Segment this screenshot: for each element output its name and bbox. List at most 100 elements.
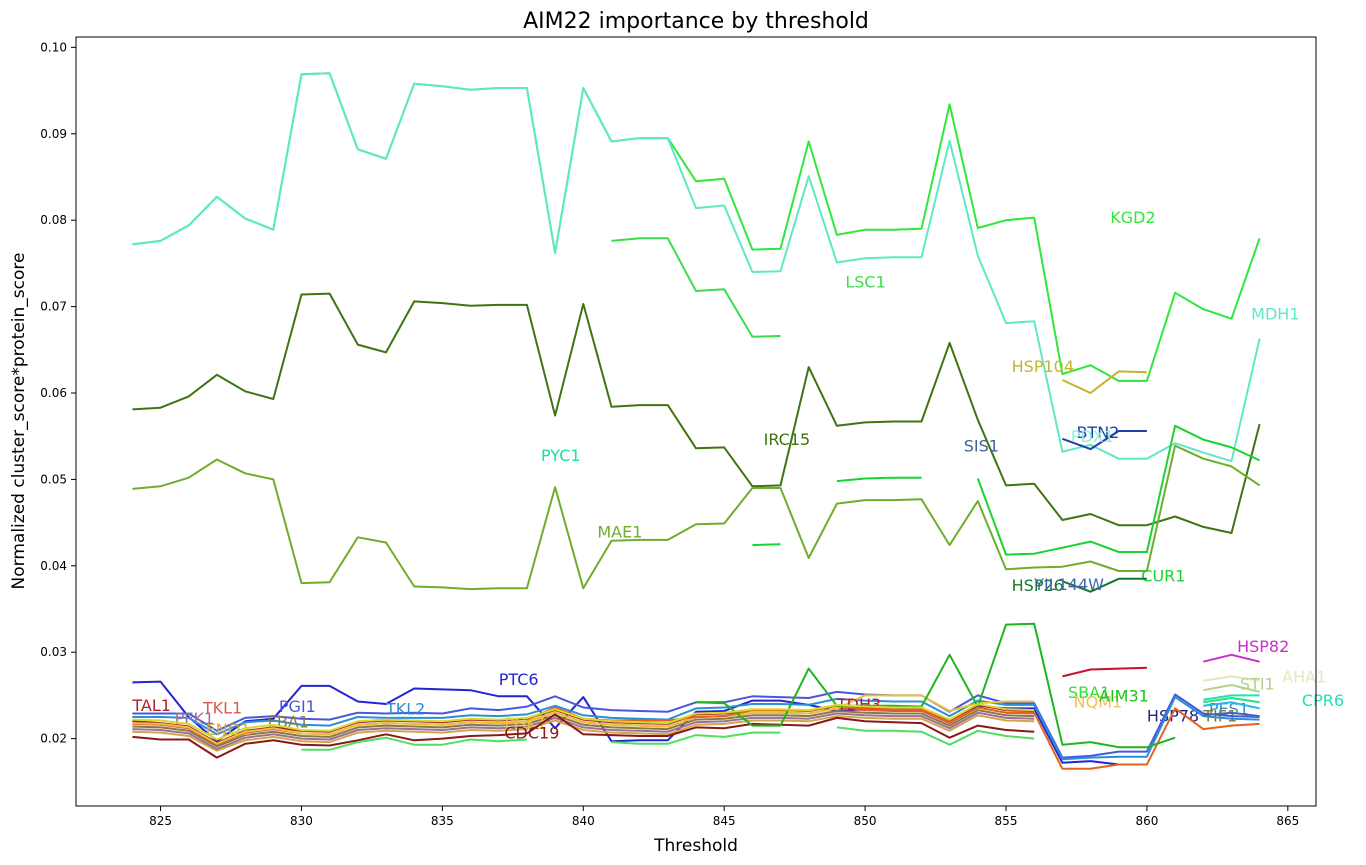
series-label: PFK1	[175, 709, 215, 728]
series-mdh1: MDH1	[132, 72, 1300, 463]
series-line	[132, 711, 1035, 750]
series-hsp82: HSP82	[1203, 637, 1289, 663]
series-line	[1203, 684, 1260, 693]
y-tick-label: 0.04	[40, 559, 67, 573]
x-axis-title: Threshold	[653, 836, 738, 856]
series-line	[1203, 711, 1260, 718]
series-line	[132, 709, 1035, 748]
series-mae1-b	[301, 726, 1035, 751]
x-tick-label: 865	[1276, 814, 1299, 828]
series-line	[1062, 430, 1147, 451]
plot-frame	[75, 36, 1317, 807]
series-line	[132, 714, 1035, 752]
series-line	[1062, 577, 1147, 593]
y-tick-label: 0.08	[40, 213, 67, 227]
series-line	[132, 703, 1035, 741]
series-line	[1203, 697, 1260, 704]
series-sti1-b	[1203, 697, 1260, 704]
series-line	[132, 713, 1035, 759]
plot-area: KGD2 MDH1 LSC1 HSP104 BTN2 IRC15 MAE1 PYC1 SIS1 P…	[131, 72, 1344, 770]
series-lsc1: LSC1	[611, 237, 886, 338]
series-label: TKL1	[202, 699, 242, 718]
series-label: PYC1	[541, 446, 581, 465]
series-label: SIS1	[964, 437, 999, 456]
y-tick-label: 0.02	[40, 732, 67, 746]
series-label: HSP78	[1147, 706, 1199, 725]
series-nqm1: NQM1	[1074, 692, 1123, 711]
series-pdx1: PDX1	[1071, 427, 1114, 446]
series-ptc6-b	[526, 704, 1260, 770]
y-tick-label: 0.10	[40, 40, 67, 54]
series-aim31: AIM31	[1099, 686, 1149, 705]
series-yil144w: YIL144W	[1033, 575, 1104, 594]
series-pgk1-b	[132, 703, 1035, 741]
series-line	[752, 424, 1261, 556]
series-aim31-b	[695, 622, 1176, 749]
series-tkl2: TKL2	[132, 696, 1260, 761]
y-tick-label: 0.07	[40, 300, 67, 314]
series-label: AIM31	[1099, 686, 1149, 705]
series-label: HSP82	[1237, 637, 1289, 656]
series-sba1: SBA1	[1068, 683, 1110, 702]
x-tick-label: 850	[854, 814, 877, 828]
x-tick-label: 855	[995, 814, 1018, 828]
series-label: KGD2	[1110, 208, 1155, 227]
series-pyc1: PYC1	[541, 446, 581, 465]
series-label: PGI1	[279, 697, 316, 716]
series-label: CPR6	[1302, 691, 1344, 710]
series-cpr6-b	[1203, 701, 1260, 710]
series-line	[1061, 370, 1147, 394]
series-label: BTN2	[1076, 423, 1119, 442]
series-cur1: CUR1	[752, 424, 1261, 585]
y-axis-title: Normalized cluster_score*protein_score	[9, 253, 29, 590]
series-line	[1203, 701, 1260, 710]
series-hsp26: HSP26	[1012, 576, 1147, 595]
series-label: YIL144W	[1033, 575, 1104, 594]
x-tick-label: 825	[149, 814, 172, 828]
series-line	[301, 726, 1035, 751]
x-axis: 825 830 835 840 845 850 855 860 865	[149, 806, 1299, 828]
y-tick-label: 0.03	[40, 645, 67, 659]
series-label: IRC15	[764, 430, 811, 449]
series-line	[132, 696, 1260, 761]
series-line	[1203, 653, 1260, 663]
series-pes1-b	[1203, 711, 1260, 718]
series-cpr6: CPR6	[1203, 691, 1344, 710]
series-label: TKL2	[385, 699, 425, 718]
y-tick-label: 0.09	[40, 127, 67, 141]
series-line	[132, 72, 1261, 463]
series-hsp104: HSP104	[1012, 357, 1147, 394]
series-label: HSP104	[1012, 357, 1074, 376]
y-tick-label: 0.05	[40, 472, 67, 486]
y-axis: 0.02 0.03 0.04 0.05 0.06 0.07 0.08 0.09 0.10	[40, 40, 76, 746]
y-tick-label: 0.06	[40, 386, 67, 400]
series-line	[611, 237, 781, 338]
series-line	[132, 292, 1261, 534]
series-label: LSC1	[845, 273, 885, 292]
series-line	[695, 622, 1176, 749]
series-line	[132, 444, 1261, 591]
series-label: STI1	[1240, 674, 1275, 693]
series-label: AHA1	[1282, 667, 1326, 686]
x-tick-label: 830	[290, 814, 313, 828]
x-tick-label: 835	[431, 814, 454, 828]
series-label: PTC6	[499, 670, 539, 689]
series-label: MAE1	[597, 522, 642, 541]
series-label: TAL1	[131, 696, 171, 715]
series-label: HSP26	[1012, 576, 1064, 595]
series-sti1: STI1	[1203, 674, 1275, 693]
x-tick-label: 845	[713, 814, 736, 828]
series-sis1: SIS1	[964, 437, 999, 456]
series-mae1: MAE1	[132, 444, 1261, 591]
series-hsp78: HSP78	[1147, 706, 1199, 725]
x-tick-label: 860	[1135, 814, 1158, 828]
series-cdc19: CDC19	[132, 713, 1035, 759]
series-btn2: BTN2	[1062, 423, 1147, 451]
series-line	[132, 694, 1035, 745]
x-tick-label: 840	[572, 814, 595, 828]
series-line	[526, 704, 1260, 770]
chart-title: AIM22 importance by threshold	[523, 9, 869, 34]
series-line	[1203, 694, 1260, 701]
series-irc15: IRC15	[132, 292, 1261, 534]
series-label: PDX1	[1071, 427, 1114, 446]
